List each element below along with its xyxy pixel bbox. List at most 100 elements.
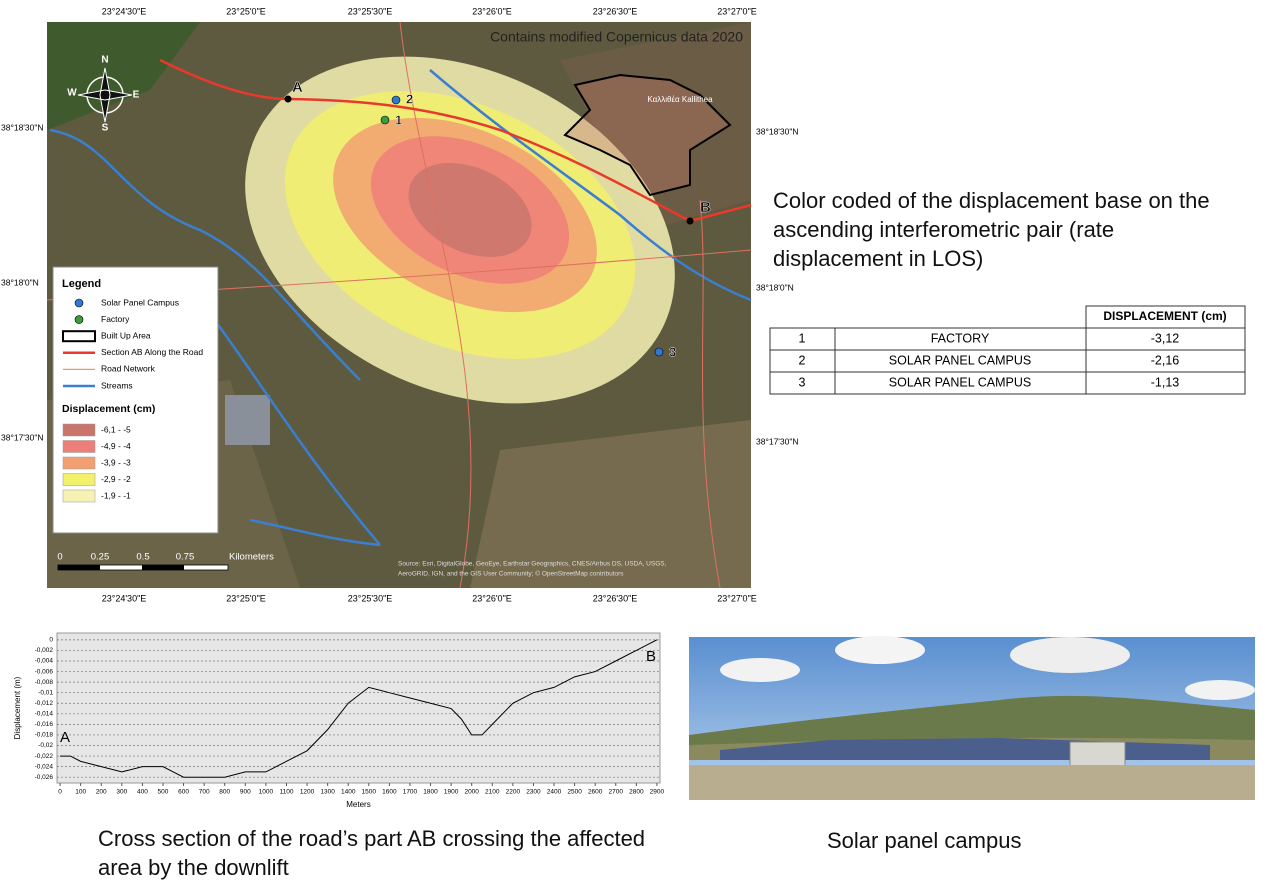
x-tick-label: 600 [178,789,189,796]
legend-subtitle: Displacement (cm) [62,403,155,415]
legend-symbol [62,330,96,343]
annotation: A [60,729,70,746]
field [470,420,751,588]
scale-label: 0 [57,552,62,563]
point-a [284,95,292,103]
legend-class: -6,1 - -5 [101,424,131,434]
x-tick-label: 2500 [567,789,582,796]
stream [249,518,381,547]
table-cell: FACTORY [931,331,990,345]
coord-label: 23°24'30"E [102,6,147,16]
table-cell: SOLAR PANEL CAMPUS [889,353,1031,367]
x-tick-label: 800 [219,789,230,796]
legend-symbol [74,298,84,308]
coord-label: 23°26'0"E [472,6,512,16]
x-tick-label: 0 [58,789,62,796]
point-b [686,217,694,225]
town-label: Καλλιθέα Kallithea [647,95,713,104]
section-ab [159,58,752,223]
compass-letter: E [133,90,140,101]
coord-label: 38°18'0"N [1,277,39,287]
legend-item: Built Up Area [101,330,151,340]
x-tick-label: 1200 [300,789,315,796]
source-text: AeroGRID, IGN, and the GIS User Communit… [398,570,624,578]
x-tick-label: 700 [199,789,210,796]
legend-title: Legend [62,278,101,290]
source-text: Source: Esri, DigitalGlobe, GeoEye, Eart… [398,561,667,568]
coord-label: 23°24'30"E [102,593,147,603]
table-cell: -2,16 [1151,353,1180,367]
legend-item: Solar Panel Campus [101,297,179,307]
legend-box [52,266,219,534]
coord-label: 38°17'30"N [756,436,799,446]
x-tick-label: 1300 [320,789,335,796]
scale-label: 0.25 [91,552,110,563]
legend-swatch [62,456,96,470]
y-tick-label: -0,02 [38,742,53,749]
scale-bar [58,565,100,570]
factory-point [380,115,390,125]
coord-label: 23°26'30"E [593,593,638,603]
y-tick-label: -0,002 [35,647,54,654]
y-tick-label: -0,026 [35,774,54,781]
credit: Contains modified Copernicus data 2020 [490,29,743,45]
x-tick-label: 2400 [547,789,562,796]
forest [47,22,200,130]
y-tick-label: -0,004 [35,658,54,665]
y-tick-label: -0,01 [38,689,53,696]
table-header: DISPLACEMENT (cm) [1103,309,1226,323]
stream [198,299,381,546]
legend-item: Streams [101,380,133,390]
compass-letter: S [102,123,109,134]
stream [429,69,752,302]
y-tick-label: -0,024 [35,763,54,770]
legend-swatch [62,423,96,437]
table-cell: 3 [799,375,806,389]
point-label: 2 [406,91,413,106]
description: Color coded of the displacement base on … [773,188,1210,271]
displacement-zones [245,56,675,404]
zone [408,163,532,257]
coord-label: 38°17'30"N [1,432,44,442]
x-tick-label: 100 [75,789,86,796]
legend-class: -4,9 - -4 [101,441,131,451]
legend-swatch [62,440,96,453]
x-tick-label: 1700 [403,789,418,796]
coord-label: 23°25'30"E [348,6,393,16]
y-tick-label: -0,018 [35,732,54,739]
point-label: 3 [669,344,676,359]
scale-label: 0.5 [136,552,149,563]
x-tick-label: 1100 [279,789,293,796]
legend-item: Section AB Along the Road [101,347,203,357]
cross-section-caption: Cross section of the road’s part AB cros… [98,826,646,880]
annotation: B [646,648,656,665]
coord-label: 23°26'0"E [472,593,512,603]
solar-point [654,347,664,357]
x-tick-label: 300 [116,789,127,796]
coord-label: 23°26'30"E [593,6,638,16]
table-cell: -3,12 [1151,331,1180,345]
coord-label: 38°18'0"N [756,282,794,292]
table-grid [769,305,1246,395]
line-series [60,639,658,778]
legend-item: Factory [101,314,130,324]
x-tick-label: 1000 [259,789,274,796]
point-label: A [292,79,303,96]
compass [77,67,133,123]
legend-class: -3,9 - -3 [101,457,131,467]
scale-label: 0.75 [176,552,195,563]
x-axis-label: Meters [346,800,370,809]
built-up-area [563,73,732,197]
solar-point [391,95,401,105]
coord-label: 23°27'0"E [717,593,757,603]
x-tick-label: 2100 [485,789,500,796]
compass-letter: W [67,88,77,99]
legend-swatch [62,473,96,486]
point-label: B [700,199,711,216]
legend-item: Road Network [101,364,156,374]
photo [689,636,1255,800]
x-tick-label: 200 [96,789,107,796]
scale-bar [142,565,184,570]
road [399,21,472,589]
y-tick-label: -0,016 [35,721,54,728]
